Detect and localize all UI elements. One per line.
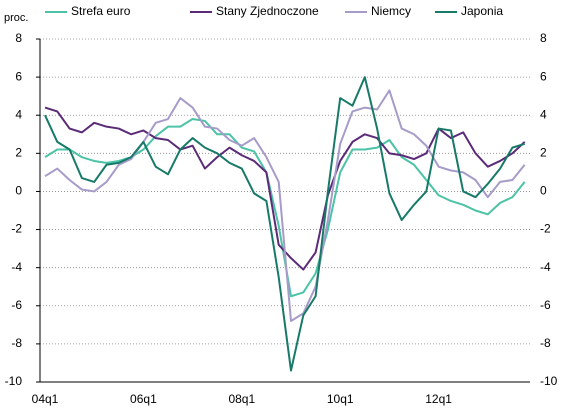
y2-tick-label: -6	[540, 298, 551, 312]
legend-label: Strefa euro	[71, 4, 131, 18]
x-tick-label: 06q1	[130, 392, 157, 406]
y2-tick-label: -8	[540, 336, 551, 350]
y-tick-label: 2	[15, 146, 22, 160]
y-tick-label: -10	[5, 374, 23, 388]
y2-tick-label: -2	[540, 222, 551, 236]
series-line	[44, 76, 525, 372]
y-tick-label: 4	[15, 107, 22, 121]
series-line	[44, 89, 526, 323]
y2-tick-label: -10	[540, 374, 558, 388]
y2-tick-label: 4	[540, 107, 547, 121]
series-line	[44, 118, 526, 298]
y-tick-label: 0	[15, 184, 22, 198]
y-tick-label: -2	[11, 222, 22, 236]
legend-label: Japonia	[461, 4, 503, 18]
x-tick-label: 08q1	[228, 392, 255, 406]
y-tick-label: -6	[11, 298, 22, 312]
y-tick-label: 8	[15, 31, 22, 45]
y2-tick-label: -4	[540, 260, 551, 274]
y2-tick-label: 8	[540, 31, 547, 45]
y2-tick-label: 0	[540, 184, 547, 198]
y2-tick-label: 6	[540, 69, 547, 83]
y-tick-label: -4	[11, 260, 22, 274]
y-tick-label: -8	[11, 336, 22, 350]
x-tick-label: 04q1	[32, 392, 59, 406]
y-tick-label: 6	[15, 69, 22, 83]
y2-tick-label: 2	[540, 146, 547, 160]
legend-label: Stany Zjednoczone	[216, 4, 319, 18]
legend-label: Niemcy	[371, 4, 411, 18]
x-tick-label: 10q1	[327, 392, 354, 406]
x-tick-label: 12q1	[425, 392, 452, 406]
y-axis-label: proc.	[4, 12, 28, 24]
